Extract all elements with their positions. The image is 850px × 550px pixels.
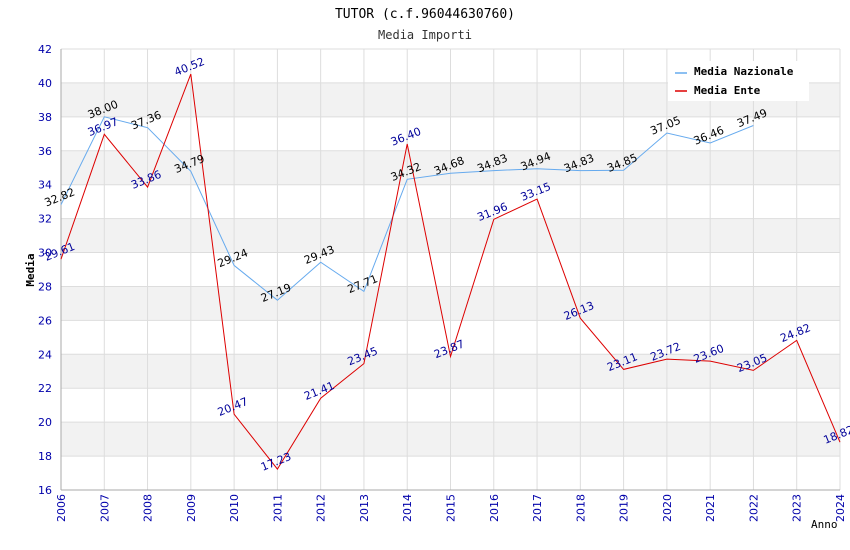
- data-label-media-ente: 29.61: [43, 240, 77, 264]
- y-tick-label: 36: [38, 145, 52, 158]
- y-tick-label: 22: [38, 382, 52, 395]
- x-tick-label: 2010: [228, 494, 241, 522]
- y-tick-label: 16: [38, 484, 52, 497]
- legend-label-media-ente: Media Ente: [694, 84, 761, 97]
- x-tick-label: 2024: [834, 494, 847, 522]
- x-tick-label: 2006: [55, 494, 68, 522]
- y-tick-label: 18: [38, 450, 52, 463]
- y-tick-label: 20: [38, 416, 52, 429]
- y-tick-label: 30: [38, 247, 52, 260]
- x-axis-label: Anno: [811, 518, 838, 531]
- x-tick-label: 2022: [747, 494, 760, 522]
- y-tick-label: 28: [38, 280, 52, 293]
- x-tick-labels: 2006 2007 2008 2009 2010 2011 2012 2013 2014 2015…: [55, 494, 847, 522]
- data-label-media-nazionale: 36.46: [692, 124, 726, 148]
- chart-title: TUTOR (c.f.96044630760): [335, 7, 515, 22]
- chart-subtitle: Media Importi: [378, 28, 472, 42]
- y-tick-label: 38: [38, 111, 52, 124]
- series-lines: [60, 73, 841, 470]
- x-tick-label: 2007: [98, 494, 111, 522]
- legend-box: [668, 61, 809, 101]
- x-tick-label: 2009: [185, 494, 198, 522]
- legend: Media Nazionale Media Ente: [668, 61, 809, 101]
- grid-lines: [60, 48, 841, 491]
- series-line-media-ente: [60, 73, 841, 470]
- x-tick-label: 2019: [618, 494, 631, 522]
- y-axis-label: Media: [24, 253, 37, 286]
- x-tick-label: 2021: [704, 494, 717, 522]
- x-tick-label: 2015: [445, 494, 458, 522]
- data-label-media-ente: 40.52: [172, 55, 206, 79]
- x-tick-label: 2011: [271, 494, 284, 522]
- axes: [60, 49, 840, 491]
- x-tick-label: 2017: [531, 494, 544, 522]
- legend-label-media-nazionale: Media Nazionale: [694, 65, 794, 78]
- x-tick-label: 2020: [661, 494, 674, 522]
- y-tick-label: 32: [38, 213, 52, 226]
- series-line-media-nazionale: [60, 116, 754, 301]
- x-tick-label: 2014: [401, 494, 414, 522]
- y-tick-label: 26: [38, 314, 52, 327]
- y-tick-label: 24: [38, 348, 52, 361]
- y-tick-label: 34: [38, 179, 52, 192]
- x-tick-label: 2012: [315, 494, 328, 522]
- y-tick-labels: 16 18 20 22 24 26 28 30 32 34 36 38 40 42: [38, 43, 52, 497]
- data-label-media-ente: 36.40: [389, 125, 423, 149]
- data-label-media-ente: 20.47: [216, 395, 250, 419]
- y-tick-label: 40: [38, 77, 52, 90]
- x-tick-label: 2008: [142, 494, 155, 522]
- x-tick-label: 2018: [574, 494, 587, 522]
- x-tick-label: 2023: [791, 494, 804, 522]
- x-tick-label: 2016: [488, 494, 501, 522]
- y-tick-label: 42: [38, 43, 52, 56]
- x-tick-label: 2013: [358, 494, 371, 522]
